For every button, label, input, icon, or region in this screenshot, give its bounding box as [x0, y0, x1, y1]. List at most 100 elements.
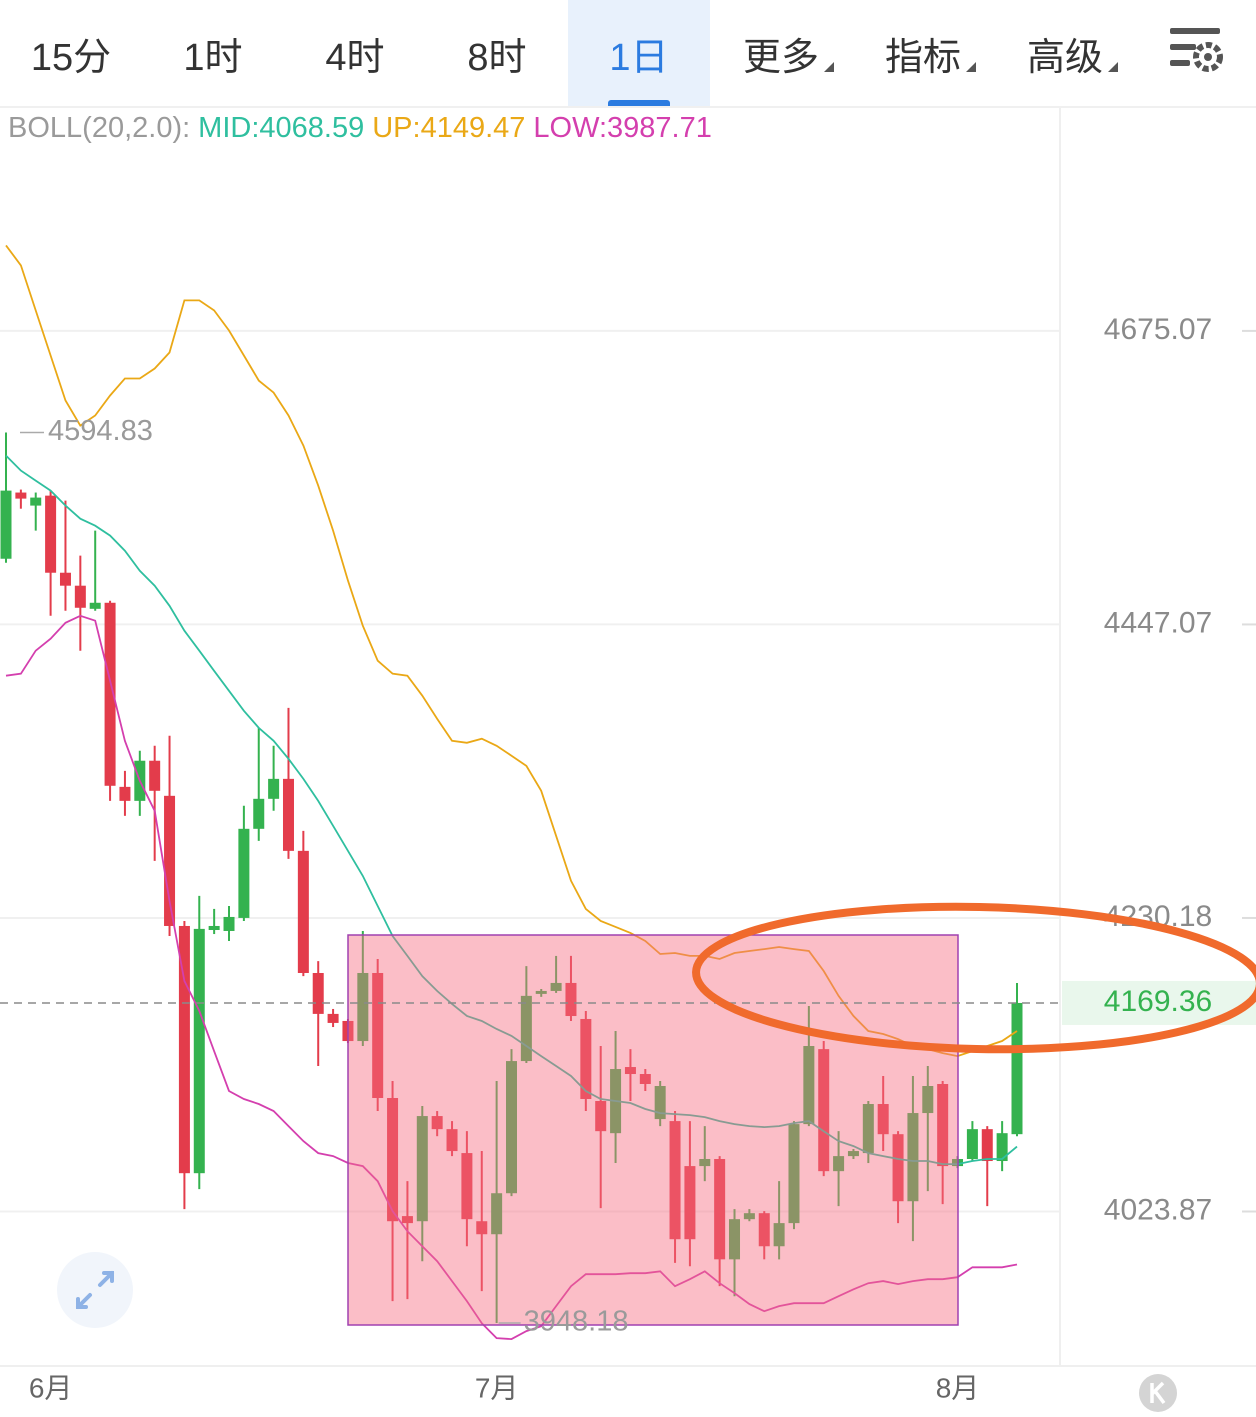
- expand-button[interactable]: [57, 1252, 133, 1328]
- timeframe-tab[interactable]: 8时: [467, 36, 527, 79]
- timeframe-tab[interactable]: 1日: [568, 0, 710, 106]
- candle-body: [758, 1213, 770, 1247]
- candle-body: [372, 972, 384, 1099]
- legend-value: 3987.71: [607, 112, 712, 144]
- candle-body: [729, 1219, 741, 1260]
- annotation-ellipse: [692, 902, 1256, 1054]
- candle-body: [491, 1193, 503, 1235]
- y-tick-label: 4675.07: [1104, 313, 1212, 346]
- candle-body: [550, 982, 562, 991]
- candle-body: [684, 1166, 696, 1240]
- x-tick-label: 6月: [29, 1372, 73, 1403]
- candle-body: [937, 1084, 949, 1167]
- candle-body: [282, 778, 294, 851]
- timeframe-tab[interactable]: 更多: [710, 0, 852, 106]
- timeframe-tab[interactable]: 4时: [325, 36, 385, 79]
- candle-body: [208, 925, 220, 931]
- band-line: [5, 614, 1018, 1341]
- candle-body: [892, 1134, 904, 1202]
- candle-body: [45, 495, 57, 573]
- y-tick-label: 4023.87: [1104, 1193, 1212, 1226]
- expand-button-bg: [57, 1252, 133, 1328]
- candle-body: [833, 1156, 845, 1172]
- candle-body: [238, 828, 250, 918]
- timeframe-tabs: 15分 1时 4时 8时 1日 更多 指标 高级: [0, 0, 1256, 108]
- x-tick-label: 8月: [936, 1372, 980, 1403]
- candle-body: [1011, 1002, 1023, 1135]
- candle-body: [30, 497, 42, 506]
- candle-body: [223, 916, 235, 931]
- k-button[interactable]: [1139, 1374, 1177, 1412]
- legend-item: MID4068.59: [198, 112, 364, 144]
- k-icon: [1150, 1381, 1166, 1405]
- candle-body: [327, 1013, 339, 1023]
- timeframe-tab[interactable]: 指标: [852, 0, 994, 106]
- band-line: [5, 454, 1018, 1165]
- candle-body: [253, 798, 265, 829]
- candle-body: [431, 1116, 443, 1130]
- candle-body: [297, 850, 309, 973]
- candle-body: [0, 490, 12, 559]
- candle-body: [520, 995, 532, 1062]
- candle-body: [922, 1086, 934, 1114]
- band-line: [5, 244, 1018, 1058]
- icon-bar: [1170, 44, 1196, 50]
- candle-body: [164, 795, 176, 926]
- candle-body: [312, 972, 324, 1014]
- timeframe-tab[interactable]: 1时: [183, 36, 243, 79]
- candle-body: [654, 1086, 666, 1120]
- candle-body: [699, 1158, 711, 1167]
- icon-bar: [1170, 28, 1220, 34]
- candle-body: [104, 602, 116, 786]
- legend-item: UP4149.47: [372, 112, 525, 144]
- icon-gear: [1193, 42, 1223, 72]
- timeframe-tab[interactable]: 高级: [994, 0, 1136, 106]
- candle-body: [416, 1116, 428, 1222]
- min-label: 3948.18: [524, 1306, 629, 1338]
- candle-body: [357, 972, 369, 1042]
- candle-body: [803, 1046, 815, 1125]
- legend-value: 4068.59: [259, 112, 365, 144]
- indicator-label: BOLL(20,2.0):: [8, 112, 191, 144]
- candle-body: [461, 1153, 473, 1220]
- candle-body: [788, 1124, 800, 1224]
- candle-body: [743, 1213, 755, 1220]
- legend-name: LOW: [533, 112, 607, 144]
- highlight-box: [347, 934, 959, 1326]
- candle-body: [565, 982, 577, 1017]
- candle-body: [401, 1216, 413, 1224]
- indicator-legend: BOLL(20,2.0):MID4068.59UP4149.47LOW3987.…: [8, 112, 712, 145]
- icon-gear-hub: [1204, 53, 1212, 61]
- plot-area: [0, 244, 1023, 1341]
- candle-body: [966, 1129, 978, 1159]
- legend-name: UP: [372, 112, 420, 144]
- candle-body: [981, 1129, 993, 1162]
- grid: [0, 329, 1060, 1213]
- candle-body: [149, 760, 161, 791]
- candle-body: [15, 492, 27, 499]
- candle-body: [74, 585, 86, 608]
- candle-body: [669, 1121, 681, 1240]
- candle-body: [89, 602, 101, 609]
- candle-body: [877, 1104, 889, 1135]
- icon-bar: [1170, 60, 1190, 66]
- candle-body: [639, 1074, 651, 1085]
- legend-value: 4149.47: [420, 112, 526, 144]
- candle-body: [193, 928, 205, 1174]
- x-tick-label: 7月: [475, 1372, 519, 1403]
- candle-body: [506, 1061, 517, 1194]
- y-tick-label: 4447.07: [1104, 606, 1212, 639]
- candle-body: [178, 925, 190, 1174]
- candle-body: [818, 1049, 830, 1172]
- candle-body: [907, 1113, 919, 1202]
- candle-body: [595, 1101, 607, 1132]
- candle-body: [446, 1129, 458, 1152]
- chart-settings-icon[interactable]: [1166, 24, 1226, 76]
- candle-body: [476, 1221, 488, 1235]
- candle-body: [773, 1223, 785, 1247]
- candle-body: [387, 1098, 399, 1222]
- candle-body: [268, 778, 280, 799]
- expand-icon: [76, 1271, 114, 1309]
- timeframe-tab[interactable]: 15分: [30, 36, 112, 79]
